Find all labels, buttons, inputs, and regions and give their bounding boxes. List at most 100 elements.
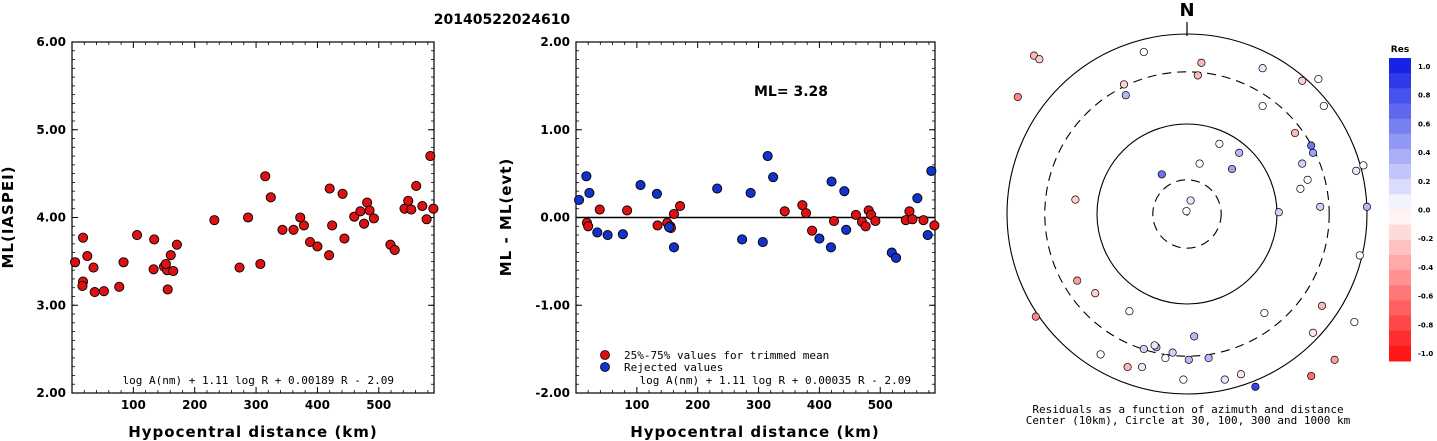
data-point <box>77 232 89 243</box>
station-point <box>1125 307 1134 316</box>
station-point <box>1298 159 1307 168</box>
station-point <box>1236 370 1246 379</box>
data-point <box>265 192 276 203</box>
station-point <box>1308 328 1318 337</box>
data-point <box>165 250 176 261</box>
data-point <box>929 220 940 231</box>
colorbar-cell <box>1389 148 1411 165</box>
data-point <box>148 264 159 275</box>
station-point <box>1260 308 1269 318</box>
station-point <box>1352 166 1361 175</box>
colorbar-cell <box>1389 88 1411 104</box>
colorbar-tick-label: -0.8 <box>1418 321 1433 329</box>
station-point <box>1197 58 1206 67</box>
station-point <box>1355 251 1364 260</box>
station-point <box>1204 353 1213 363</box>
station-point <box>1193 71 1202 80</box>
y-tick-labels: 2.00 1.00 0.00 -1.00 -2.00 <box>535 35 570 400</box>
data-point <box>581 171 592 182</box>
station-point <box>1096 350 1105 359</box>
station-point <box>1139 47 1148 57</box>
data-point <box>841 224 852 235</box>
data-point <box>828 215 840 227</box>
station-point <box>1235 148 1244 157</box>
distance-ring <box>1044 71 1330 357</box>
y-tick-labels: 2.00 3.00 4.00 5.00 6.00 <box>36 35 66 400</box>
data-point <box>255 258 266 270</box>
data-point <box>417 201 428 212</box>
station-point <box>1168 348 1177 357</box>
data-point <box>260 171 271 182</box>
data-point <box>168 265 179 277</box>
data-point <box>651 188 662 199</box>
distance-ring <box>1006 33 1368 395</box>
x-tick-label: 100 <box>624 398 649 412</box>
station-point <box>1137 362 1147 372</box>
data-point <box>355 206 366 217</box>
colorbar-tick-label: -0.2 <box>1418 235 1433 243</box>
x-axis-label: Hypocentral distance (km) <box>128 423 378 441</box>
colorbar-cell <box>1389 179 1411 195</box>
data-point <box>77 280 88 291</box>
data-point <box>617 229 628 240</box>
data-point <box>800 208 812 219</box>
station-point <box>1316 202 1325 211</box>
station-point <box>1258 101 1267 111</box>
data-point <box>411 180 422 191</box>
data-point <box>305 237 316 248</box>
data-point <box>825 242 837 253</box>
data-point <box>312 241 323 252</box>
y-axis-label: ML(IASPEI) <box>0 165 17 268</box>
data-point <box>339 233 350 244</box>
station-point <box>1071 195 1080 204</box>
data-point <box>243 212 254 223</box>
colorbar-tick-label: 0.8 <box>1418 92 1431 100</box>
colorbar-tick-labels: 1.0 0.8 0.6 0.4 0.2 0.0 -0.2 -0.4 -0.6 -0.8 -1.0 <box>1418 63 1433 358</box>
station-point <box>1190 332 1199 341</box>
data-point <box>359 218 370 229</box>
caption-line-1: Residuals as a function of azimuth and d… <box>1032 403 1343 416</box>
data-point <box>406 204 417 215</box>
data-point <box>814 233 825 244</box>
colorbar-tick-label: 0.0 <box>1418 207 1431 215</box>
station-point <box>1314 74 1323 84</box>
tick-marks <box>71 41 434 394</box>
data-point <box>98 286 109 297</box>
station-point <box>1139 344 1148 354</box>
colorbar-cell <box>1389 164 1411 180</box>
station-point <box>1258 64 1267 73</box>
data-point <box>826 176 837 187</box>
data-point <box>584 187 595 198</box>
x-tick-label: 100 <box>121 398 146 412</box>
figure-title: 20140522024610 <box>434 12 571 28</box>
colorbar-cell <box>1389 194 1411 210</box>
colorbar-title: Res <box>1391 45 1409 55</box>
data-point <box>592 227 603 238</box>
legend-label-rejected: Rejected values <box>624 361 723 374</box>
data-point <box>337 188 348 199</box>
caption-line-2: Center (10km), Circle at 30, 100, 300 an… <box>1026 414 1351 427</box>
station-point <box>1119 80 1129 89</box>
station-point <box>1184 355 1193 364</box>
station-point <box>1121 91 1130 100</box>
y-tick-label: -2.00 <box>535 386 570 400</box>
station-point <box>1330 355 1339 364</box>
data-point <box>234 262 245 273</box>
station-point <box>1195 159 1204 168</box>
data-point <box>762 151 773 162</box>
station-point <box>1186 196 1195 205</box>
colorbar-cell <box>1389 300 1411 317</box>
colorbar-cell <box>1389 209 1411 226</box>
data-point <box>209 215 220 226</box>
data-point <box>298 220 309 231</box>
data-point <box>737 234 748 245</box>
y-tick-label: 5.00 <box>36 123 66 137</box>
data-point <box>118 257 129 268</box>
legend-marker-trimmed <box>600 350 610 360</box>
colorbar-cell <box>1389 103 1411 120</box>
station-points <box>1013 47 1372 391</box>
data-point <box>421 214 432 225</box>
y-tick-label: 6.00 <box>36 35 66 49</box>
legend-label-trimmed: 25%-75% values for trimmed mean <box>624 349 829 362</box>
x-tick-labels: 100 200 300 400 500 <box>121 398 391 412</box>
